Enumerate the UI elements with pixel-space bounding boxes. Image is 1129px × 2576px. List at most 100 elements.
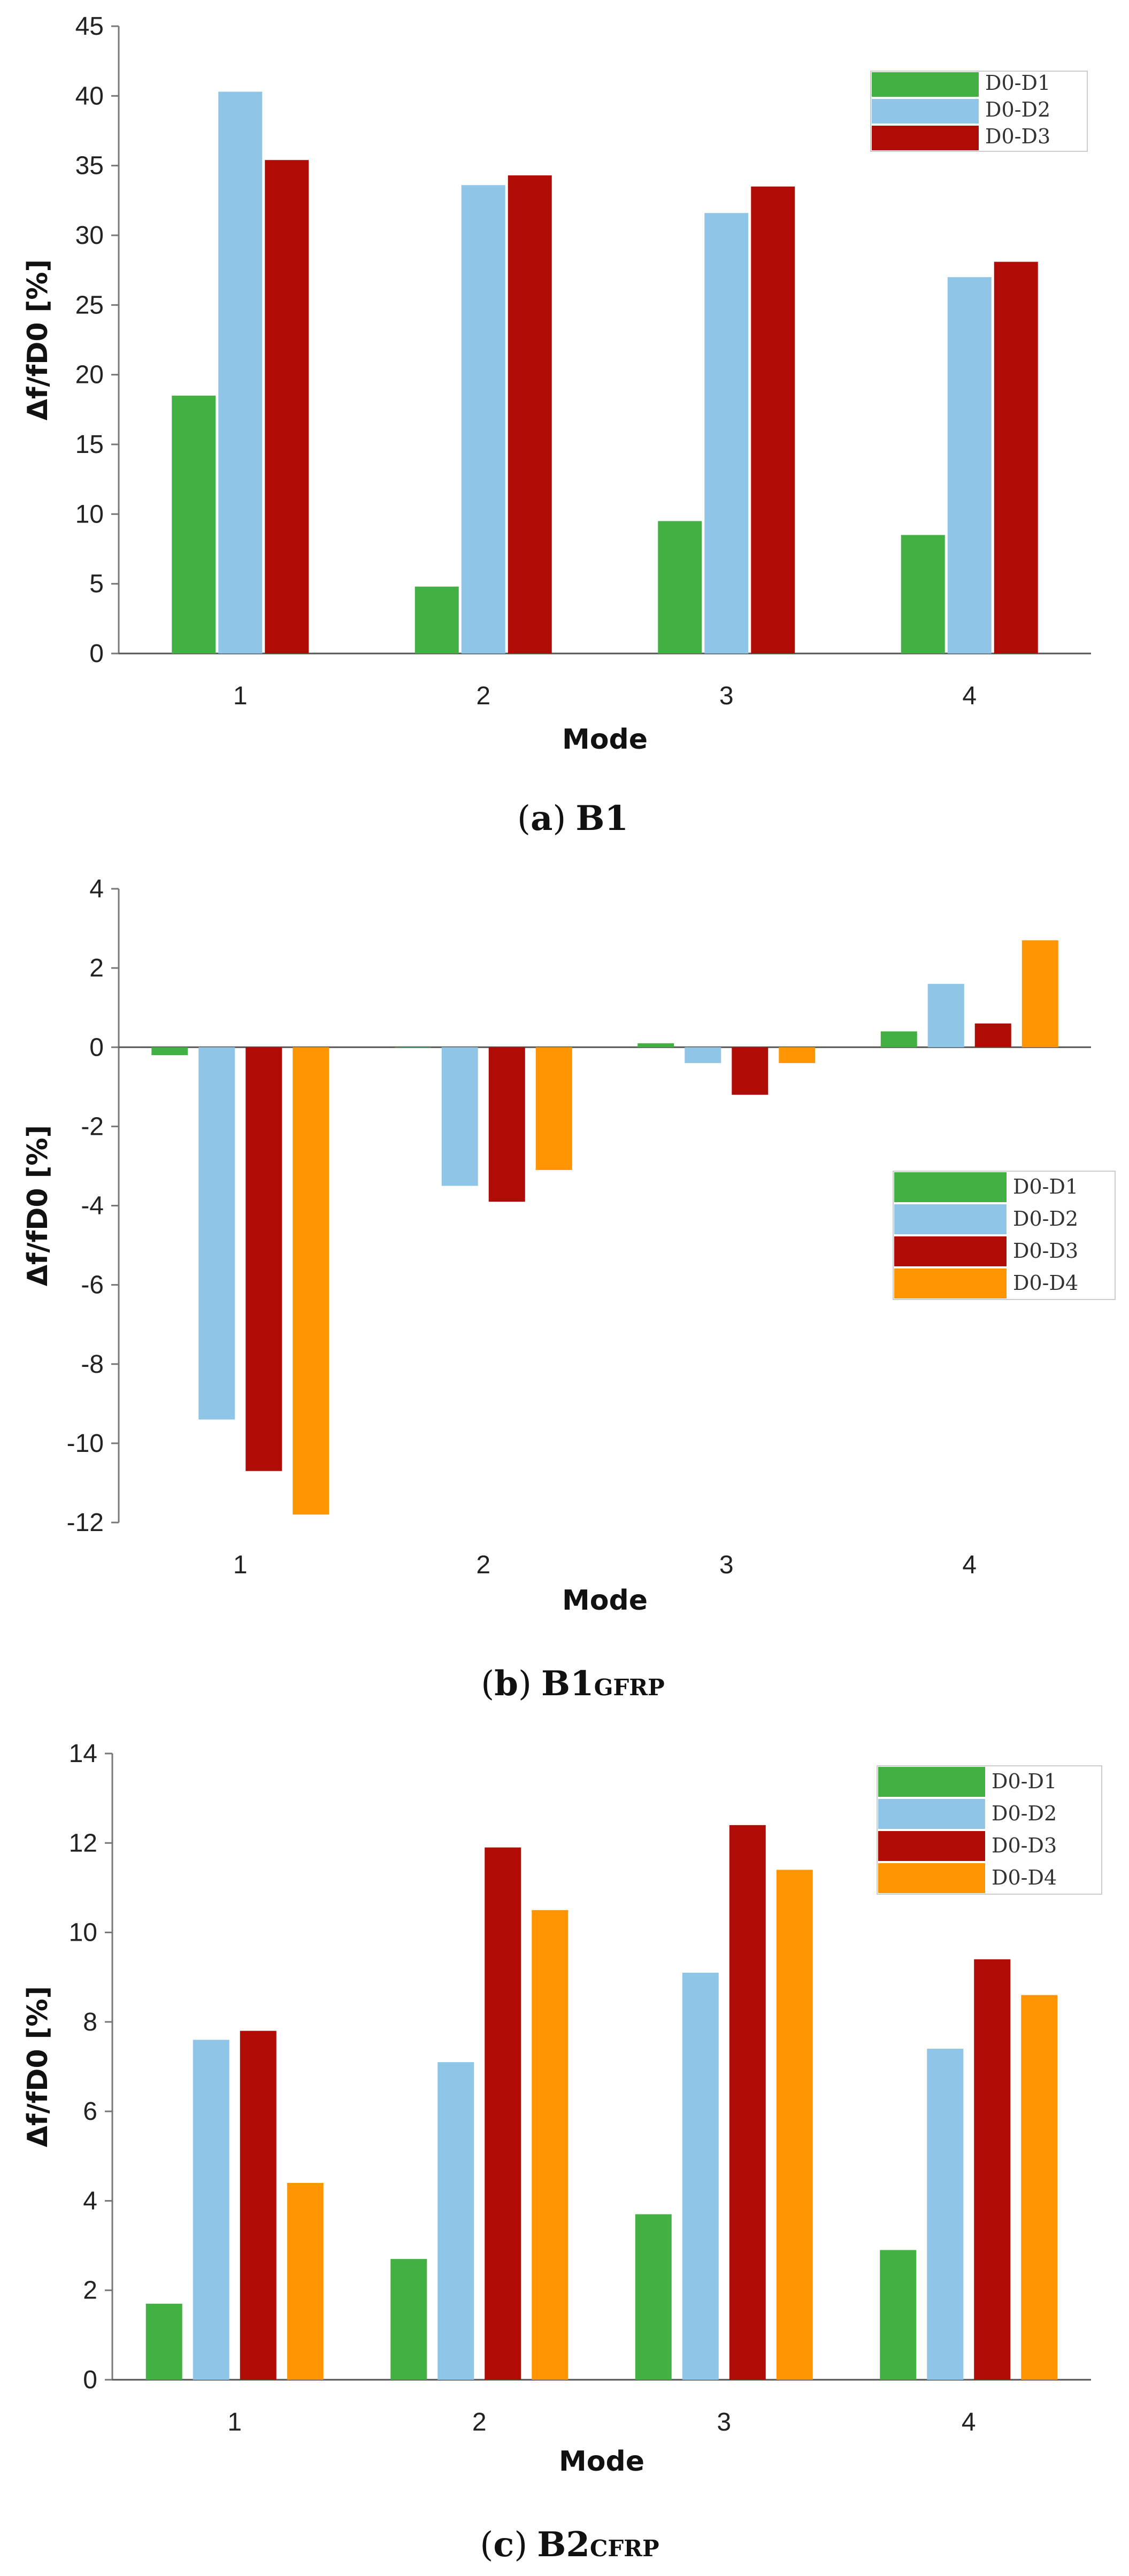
legend-label: D0-D2 [1013,1207,1078,1231]
y-tick-label: 5 [89,570,104,598]
bar-d0-d4-mode-3 [779,1047,816,1063]
legend-label: D0-D1 [1013,1175,1078,1198]
bar-d0-d3-mode-3 [729,1825,766,2380]
legend-label: D0-D3 [985,125,1050,148]
x-axis-title: Mode [559,2446,644,2478]
x-tick-label: 1 [233,682,248,710]
y-tick-label: -4 [81,1192,104,1220]
bar-d0-d4-mode-2 [535,1047,572,1170]
bar-d0-d2-mode-4 [947,277,992,653]
y-tick-label: 12 [69,1829,97,1857]
caption-subscript: CFRP [590,2535,659,2562]
legend: D0-D1 D0-D2 D0-D3 D0-D4 [877,1765,1102,1895]
y-tick-label: -2 [81,1112,104,1141]
bar-d0-d1-mode-1 [145,2303,182,2380]
y-tick-label: 35 [75,152,104,180]
bar-d0-d3-mode-3 [732,1047,769,1095]
bar-d0-d3-mode-4 [994,262,1038,653]
bar-d0-d2-mode-1 [198,1047,235,1420]
y-tick-label: 10 [69,1919,97,1947]
legend-swatch-d0-d3 [872,126,979,150]
legend-label: D0-D3 [1013,1239,1078,1263]
y-tick-label: 20 [75,361,104,389]
legend-swatch-d0-d3 [894,1236,1007,1266]
bar-d0-d4-mode-3 [776,1870,813,2380]
chart-panel-a: 0 5 10 15 20 25 30 35 40 45 1 2 3 4 Mode Δf/fD0 [%] D0-D… [22,12,1091,839]
bar-d0-d2-mode-4 [927,2049,964,2380]
bar-d0-d2-mode-2 [441,1047,478,1186]
bar-d0-d1-mode-4 [880,1031,917,1048]
x-axis-title: Mode [562,724,648,756]
caption-close: ) [518,1664,532,1704]
bar-d0-d1-mode-3 [638,1043,674,1048]
legend-swatch-d0-d2 [872,99,979,124]
caption-letter: c [493,2525,514,2565]
y-tick-label: 25 [75,291,104,319]
y-tick-label: 4 [89,875,104,903]
y-tick-label: 2 [89,954,104,982]
bar-d0-d2-mode-1 [193,2040,229,2380]
bar-d0-d3-mode-2 [508,175,552,653]
bar-d0-d3-mode-4 [974,1023,1011,1048]
y-tick-label: -6 [81,1271,104,1299]
bar-d0-d4-mode-4 [1021,1995,1058,2380]
bar-d0-d1-mode-3 [658,521,702,653]
legend: D0-D1 D0-D2 D0-D3 [870,71,1088,152]
caption-letter: b [494,1664,518,1704]
chart-panel-b: -12 -10 -8 -6 -4 -2 0 2 4 1 2 3 4 Mode Δf/fD0 [%] D0-D1… [22,875,1116,1704]
bar-d0-d3-mode-2 [488,1047,525,1202]
x-tick-label: 2 [476,682,490,710]
panel-caption: (a) B1 [517,798,628,839]
bar-d0-d2-mode-4 [927,983,964,1048]
legend-swatch-d0-d4 [894,1268,1007,1298]
legend-label: D0-D1 [985,71,1050,95]
legend-swatch-d0-d4 [878,1863,985,1893]
x-tick-label: 4 [962,2408,976,2436]
y-tick-label: 0 [83,2366,97,2394]
y-tick-label: -12 [67,1509,104,1537]
y-axis-title: Δf/fD0 [%] [22,1986,54,2148]
caption-name: B1 [575,798,628,839]
caption-name: B1 [541,1664,594,1704]
x-tick-label: 2 [472,2408,487,2436]
panel-caption: (c) B2CFRP [480,2525,659,2565]
y-tick-label: 2 [83,2277,97,2305]
x-tick-label: 4 [962,682,977,710]
bar-d0-d3-mode-1 [240,2031,277,2380]
legend-label: D0-D3 [992,1834,1057,1857]
x-tick-label: 4 [962,1551,977,1579]
bar-d0-d1-mode-2 [390,2259,427,2380]
bar-d0-d2-mode-3 [682,1972,719,2380]
legend-label: D0-D4 [1013,1271,1078,1295]
caption-open: ( [481,1664,494,1704]
bar-d0-d4-mode-4 [1022,940,1058,1048]
caption-name: B2 [537,2525,590,2565]
y-axis-title: Δf/fD0 [%] [22,259,54,421]
y-tick-label: 40 [75,82,104,110]
bar-d0-d3-mode-3 [751,186,795,653]
bar-d0-d1-mode-4 [880,2250,917,2380]
y-tick-label: 10 [75,500,104,528]
y-tick-label: 0 [89,640,104,668]
legend-swatch-d0-d1 [872,72,979,97]
caption-open: ( [517,799,531,839]
y-tick-label: 45 [75,12,104,41]
bar-d0-d2-mode-2 [437,2062,474,2380]
bar-d0-d4-mode-2 [532,1910,569,2380]
bar-d0-d3-mode-2 [485,1847,521,2380]
x-tick-label: 3 [717,2408,731,2436]
legend-label: D0-D2 [985,98,1050,121]
bar-d0-d2-mode-1 [218,91,263,654]
legend-swatch-d0-d1 [878,1767,985,1797]
y-axis-title: Δf/fD0 [%] [22,1125,54,1287]
y-tick-label: -10 [67,1429,104,1458]
bar-d0-d4-mode-1 [287,2182,324,2380]
x-tick-label: 3 [719,682,734,710]
y-tick-label: 6 [83,2097,97,2126]
legend-swatch-d0-d1 [894,1172,1007,1202]
y-tick-label: 30 [75,221,104,250]
legend-swatch-d0-d2 [878,1799,985,1829]
bar-d0-d3-mode-1 [245,1047,282,1471]
y-tick-label: 8 [83,2008,97,2036]
